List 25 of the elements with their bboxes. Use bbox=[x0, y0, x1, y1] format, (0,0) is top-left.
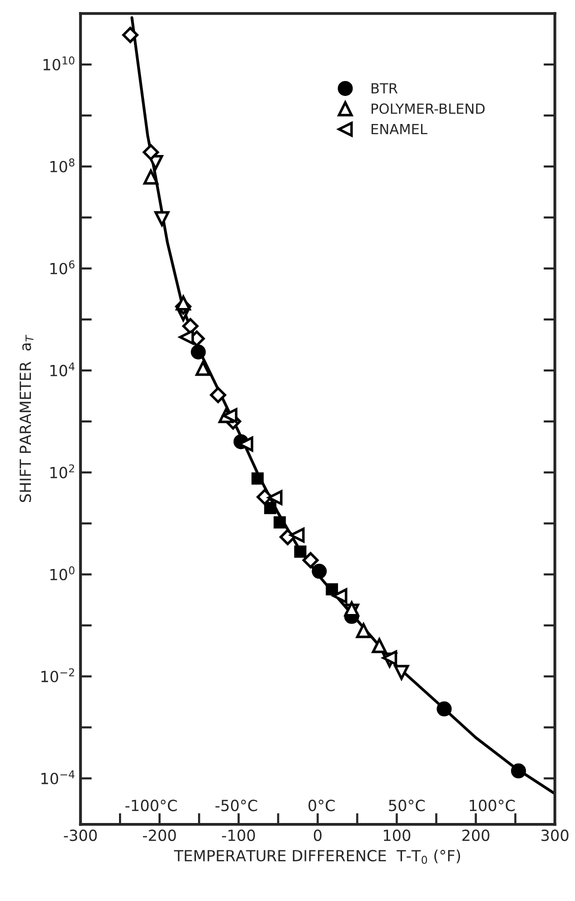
x-tick-label: -100 bbox=[222, 830, 255, 842]
y-tick-label: 10$^{0}$ bbox=[50, 566, 74, 580]
y-tick-label: 10$^{2}$ bbox=[50, 464, 74, 478]
y-axis-title: SHIFT PARAMETER a$_{T}$ bbox=[20, 334, 34, 502]
y-tick-label: 10$^{8}$ bbox=[50, 158, 74, 172]
x2-tick-label: 0°C bbox=[308, 800, 335, 812]
legend-label: POLYMER-BLEND bbox=[372, 103, 485, 114]
y-tick-label: 10$^{−4}$ bbox=[41, 770, 74, 784]
legend-label: ENAMEL bbox=[372, 124, 428, 134]
x2-tick-label: -100°C bbox=[125, 800, 177, 812]
x-axis-title: TEMPERATURE DIFFERENCE T-T$_{0}$ (°F) bbox=[174, 850, 460, 864]
x-tick-label: 300 bbox=[541, 830, 568, 842]
y-tick-label: 10$^{6}$ bbox=[50, 260, 74, 274]
y-tick-label: 10$^{4}$ bbox=[50, 362, 75, 376]
legend-label: BTR bbox=[372, 83, 398, 94]
y-tick-label: 10$^{−2}$ bbox=[41, 668, 74, 682]
x-tick-label: -200 bbox=[142, 830, 176, 842]
x2-tick-label: 50°C bbox=[388, 800, 425, 812]
x-tick-label: 0 bbox=[314, 830, 322, 842]
y-tick-label: 10$^{10}$ bbox=[44, 56, 74, 70]
x-tick-label: 200 bbox=[462, 830, 490, 842]
x-tick-label: -300 bbox=[64, 830, 97, 842]
x-tick-label: 100 bbox=[384, 830, 410, 842]
x2-tick-label: 100°C bbox=[470, 800, 515, 812]
x2-tick-label: -50°C bbox=[215, 800, 258, 812]
